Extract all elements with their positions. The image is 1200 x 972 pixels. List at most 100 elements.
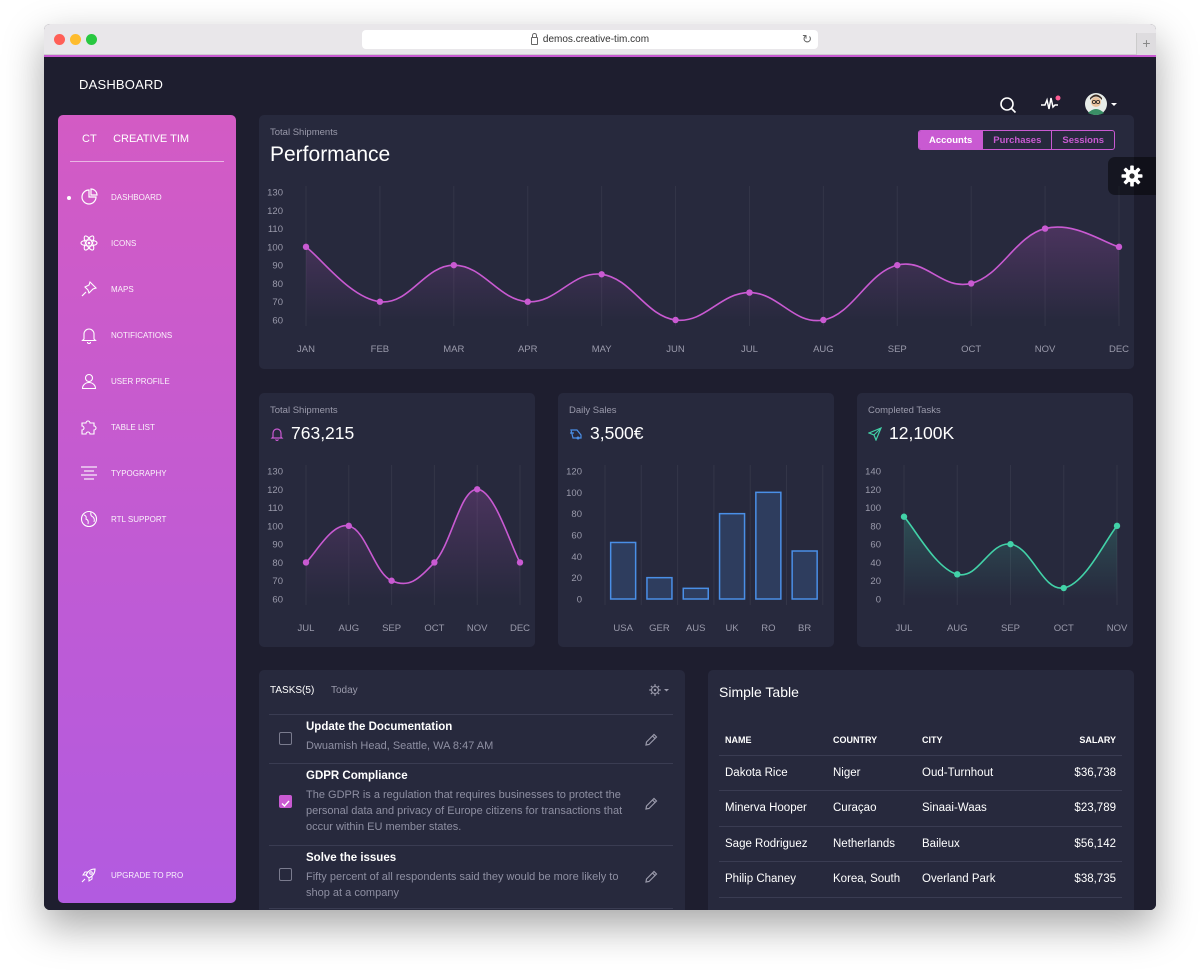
sidebar-item-label: NOTIFICATIONS	[111, 331, 173, 340]
cell-salary: $36,738	[1036, 755, 1122, 791]
data-point	[598, 271, 605, 278]
y-tick-label: 90	[272, 261, 283, 272]
url-bar[interactable]: demos.creative-tim.com ↻	[362, 30, 818, 49]
y-tick-label: 60	[870, 540, 881, 551]
performance-card: Total Shipments Performance Accounts Pur…	[259, 115, 1134, 369]
x-tick-label: NOV	[467, 623, 488, 634]
y-tick-label: 120	[267, 485, 283, 496]
data-point	[820, 316, 827, 324]
upgrade-to-pro-link[interactable]: UPGRADE TO PRO	[58, 864, 236, 888]
tab-purchases[interactable]: Purchases	[982, 131, 1051, 149]
minimize-window-button[interactable]	[70, 34, 81, 45]
sidebar-item-label: ICONS	[111, 239, 137, 248]
card-subtitle: Completed Tasks	[868, 405, 941, 416]
edit-icon[interactable]	[643, 796, 659, 812]
cell-name: Minerva Hooper	[719, 790, 827, 827]
activity-icon[interactable]	[1040, 95, 1062, 113]
data-point	[450, 261, 458, 269]
tab-sessions[interactable]: Sessions	[1051, 131, 1114, 149]
edit-icon[interactable]	[643, 732, 659, 748]
bar	[791, 550, 818, 600]
simple-table: NAME COUNTRY CITY SALARY Dakota Rice Nig…	[719, 725, 1122, 898]
sidebar-item-label: TABLE LIST	[111, 423, 155, 432]
bar	[718, 512, 746, 600]
task-title: Update the Documentation	[306, 721, 453, 733]
x-tick-label: MAR	[443, 344, 464, 355]
sidebar-item-typography[interactable]: TYPOGRAPHY	[58, 462, 236, 486]
data-point	[1060, 584, 1067, 592]
task-title: GDPR Compliance	[306, 770, 408, 782]
simple-table-card: Simple Table NAME COUNTRY CITY SALARY Da…	[708, 670, 1134, 910]
sidebar-logo[interactable]: CT CREATIVE TIM	[82, 133, 189, 145]
y-tick-label: 40	[870, 558, 881, 569]
tasks-filter: Today	[331, 685, 358, 696]
url-text: demos.creative-tim.com	[542, 34, 650, 45]
y-tick-label: 110	[268, 503, 283, 514]
data-point	[388, 577, 395, 584]
user-icon	[81, 373, 97, 390]
cell-country: Korea, South	[827, 861, 916, 898]
search-icon[interactable]	[999, 96, 1017, 114]
cell-city: Overland Park	[916, 861, 1036, 898]
task-checkbox[interactable]	[279, 732, 292, 745]
accent-line	[44, 55, 1156, 57]
tasks-settings-dropdown[interactable]	[648, 683, 672, 697]
sidebar-item-user-profile[interactable]: USER PROFILE	[58, 370, 236, 394]
chevron-down-icon	[664, 689, 669, 692]
y-tick-label: 80	[272, 279, 283, 290]
atom-icon	[80, 235, 98, 251]
tab-accounts[interactable]: Accounts	[919, 131, 983, 149]
y-tick-label: 20	[870, 576, 881, 587]
y-tick-label: 120	[267, 206, 283, 217]
task-description: Fifty percent of all respondents said th…	[306, 871, 619, 899]
sidebar-item-table-list[interactable]: TABLE LIST	[58, 416, 236, 440]
sidebar-item-label: TYPOGRAPHY	[111, 469, 167, 478]
task-checkbox[interactable]	[279, 868, 292, 881]
close-window-button[interactable]	[54, 34, 65, 45]
sidebar-item-label: MAPS	[111, 285, 134, 294]
x-tick-label: AUG	[813, 344, 834, 355]
table-header-row: NAME COUNTRY CITY SALARY	[719, 725, 1122, 756]
reload-icon[interactable]: ↻	[801, 32, 812, 46]
card-subtitle: Daily Sales	[569, 405, 617, 416]
x-tick-label: APR	[518, 344, 538, 355]
data-point	[746, 289, 753, 296]
x-tick-label: USA	[613, 623, 633, 634]
edit-icon[interactable]	[643, 869, 659, 885]
maximize-window-button[interactable]	[86, 34, 97, 45]
data-point	[376, 298, 384, 305]
sidebar-item-icons[interactable]: ICONS	[58, 232, 236, 256]
x-tick-label: OCT	[961, 344, 981, 355]
data-point	[1041, 225, 1049, 232]
sidebar-item-rtl-support[interactable]: RTL SUPPORT	[58, 508, 236, 532]
x-tick-label: NOV	[1035, 344, 1056, 355]
task-description: The GDPR is a regulation that requires b…	[306, 789, 623, 833]
card-value: 3,500€	[590, 423, 644, 443]
x-tick-label: OCT	[424, 623, 444, 634]
navbar-title[interactable]: DASHBOARD	[79, 77, 164, 92]
x-tick-label: GER	[649, 623, 670, 634]
new-tab-button[interactable]: +	[1136, 33, 1156, 55]
puzzle-icon	[81, 420, 97, 435]
y-tick-label: 120	[865, 485, 881, 496]
cell-city: Baileux	[916, 826, 1036, 862]
sidebar-item-notifications[interactable]: NOTIFICATIONS	[58, 324, 236, 348]
completed-tasks-chart: 0 20 40 60 80 100 120 140 JUL AUG SEP OCT NOV	[865, 465, 1128, 634]
task-checkbox[interactable]	[279, 795, 292, 808]
delivery-icon	[570, 429, 582, 440]
logo-text: CREATIVE TIM	[113, 133, 190, 145]
header-name: NAME	[719, 725, 827, 756]
dashboard-app: DASHBOARD CT CREATIVE TIM	[44, 57, 1156, 910]
y-tick-label: 0	[577, 595, 582, 606]
sidebar-item-maps[interactable]: MAPS	[58, 278, 236, 302]
sidebar-item-dashboard[interactable]: DASHBOARD	[58, 186, 236, 210]
x-tick-label: SEP	[382, 623, 401, 634]
cell-salary: $38,735	[1036, 861, 1122, 898]
settings-tab[interactable]	[1108, 157, 1156, 195]
y-tick-label: 40	[571, 552, 582, 563]
daily-sales-chart: 0 20 40 60 80 100 120 USA GER AUS UK RO BR	[566, 465, 824, 634]
y-tick-label: 120	[566, 467, 582, 478]
avatar[interactable]	[1084, 92, 1120, 118]
data-point	[967, 280, 975, 287]
data-point	[1113, 522, 1121, 530]
